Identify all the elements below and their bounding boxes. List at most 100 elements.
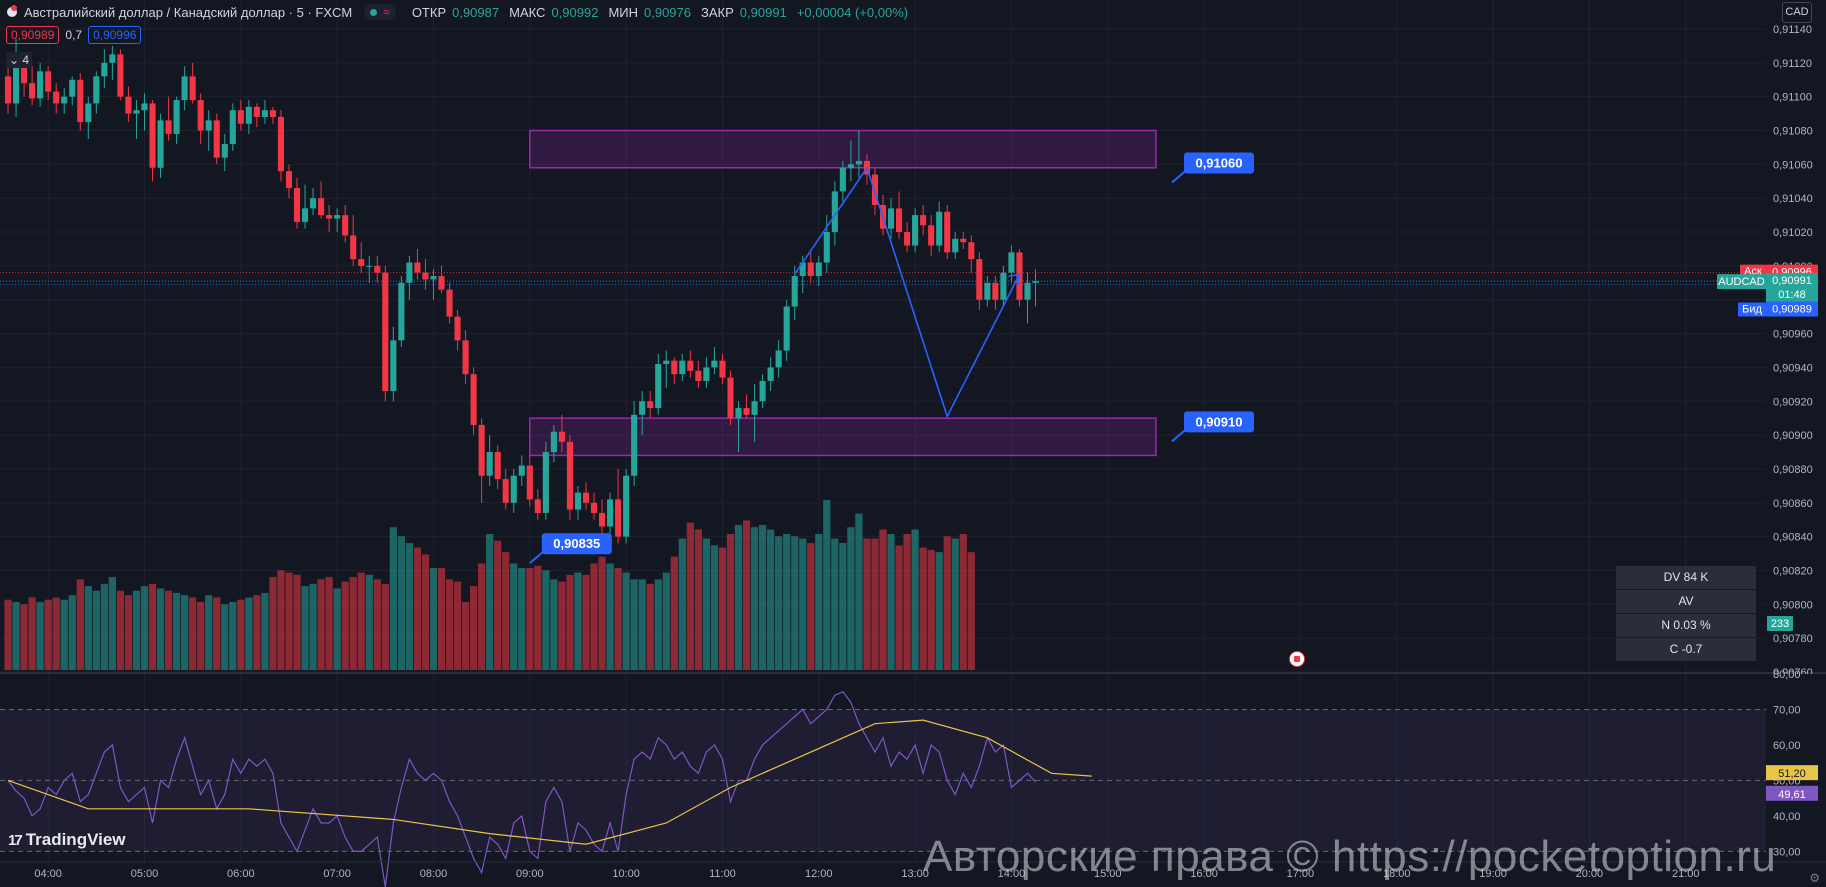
volume-bar	[213, 597, 221, 670]
candle-body	[775, 350, 782, 368]
candle-body	[13, 62, 20, 104]
candle-body	[920, 215, 927, 226]
currency-button[interactable]: CAD	[1782, 2, 1812, 23]
candle-body	[494, 452, 501, 480]
volume-bar	[783, 534, 791, 670]
candle-body	[430, 276, 437, 280]
candle-body	[558, 431, 565, 442]
symbol-label: AUDCAD	[1718, 276, 1765, 288]
candle-body	[165, 120, 172, 134]
candle-body	[133, 110, 140, 114]
time-tick-label: 19:00	[1479, 868, 1507, 880]
rsi-ma-tag: 51,20	[1778, 768, 1806, 780]
candle-body	[992, 282, 999, 300]
price-tick-label: 0,90900	[1773, 430, 1813, 442]
stat-c: C -0.7	[1616, 638, 1756, 661]
volume-bar	[333, 588, 341, 670]
callout-box	[1183, 152, 1254, 174]
watermark: Авторские права © https://pocketoption.r…	[923, 832, 1777, 881]
volume-bar	[775, 536, 783, 670]
price-tick-label: 0,90780	[1773, 633, 1813, 645]
time-tick-label: 12:00	[805, 868, 833, 880]
canada-flag-icon[interactable]	[1289, 651, 1305, 667]
candle-body	[896, 208, 903, 233]
candle-body	[101, 62, 108, 77]
callout-pointer	[529, 550, 545, 565]
candle-body	[318, 198, 325, 216]
bid-label: Бид	[1742, 304, 1762, 316]
candle-body	[85, 103, 92, 123]
buy-button[interactable]: 0,90996	[88, 26, 142, 44]
volume-bar	[124, 595, 133, 670]
candle-body	[590, 502, 598, 513]
last-price-bg	[1766, 273, 1818, 303]
volume-bar	[453, 581, 462, 670]
market-status[interactable]: ≈	[364, 4, 396, 20]
candle-body	[550, 431, 557, 453]
volume-bar	[863, 538, 871, 670]
volume-bar	[76, 579, 84, 670]
wave-icon: ≈	[383, 5, 390, 19]
candle-body	[807, 262, 814, 277]
price-tick-label: 0,91020	[1773, 227, 1813, 239]
time-tick-label: 20:00	[1576, 868, 1604, 880]
candle-body	[181, 76, 188, 101]
candle-body	[703, 367, 710, 381]
volume-bar	[887, 534, 895, 670]
volume-bar	[903, 534, 911, 670]
price-callout: 0,90835	[529, 533, 612, 565]
volume-bar	[285, 572, 293, 670]
settings-gear-icon[interactable]: ⚙	[1809, 871, 1820, 885]
volume-bar	[405, 543, 414, 670]
candle-body	[815, 262, 822, 277]
candle-body	[574, 492, 582, 510]
volume-bar	[670, 556, 678, 670]
close-value: 0,90991	[739, 4, 787, 20]
volume-bar	[662, 572, 670, 670]
volume-bar	[758, 524, 767, 670]
volume-bar	[156, 588, 165, 670]
last-price-value: 0,90991	[1772, 275, 1812, 287]
market-open-icon	[370, 8, 378, 16]
volume-bar	[927, 549, 935, 670]
stat-av: AV	[1616, 590, 1756, 613]
candle-body	[791, 276, 798, 307]
volume-bar	[726, 534, 735, 670]
volume-last-label: 233	[1771, 618, 1789, 630]
candle-body	[518, 465, 525, 476]
volume-bar	[373, 579, 381, 670]
symbol-title[interactable]: Австралийский доллар / Канадский доллар …	[24, 4, 353, 20]
candle-body	[414, 262, 421, 273]
volume-bar	[445, 579, 454, 670]
volume-bar	[341, 581, 349, 670]
candle-body	[952, 238, 959, 253]
price-tick-label: 0,90800	[1773, 599, 1813, 611]
volume-bar	[791, 536, 799, 670]
volume-bar	[172, 592, 181, 670]
candle-body	[984, 282, 991, 300]
low-value: 0,90976	[644, 4, 691, 20]
rsi-tick-label: 40,00	[1773, 811, 1801, 823]
indicators-toggle[interactable]: ⌄ 4	[6, 52, 33, 68]
time-tick-label: 15:00	[1094, 868, 1122, 880]
volume-bar	[566, 574, 574, 670]
volume-bar	[742, 520, 751, 670]
candle-body	[221, 144, 228, 158]
volume-bar	[92, 590, 100, 670]
volume-bar	[301, 586, 309, 670]
chevron-down-icon: ⌄	[9, 53, 20, 67]
volume-bar	[526, 568, 534, 670]
candle-body	[976, 259, 983, 300]
tradingview-logo[interactable]: 17 TradingView	[8, 830, 126, 850]
volume-bar	[518, 568, 526, 670]
support-zone	[529, 417, 1157, 457]
candle-body	[157, 120, 164, 168]
volume-bar	[108, 577, 116, 670]
price-tick-label: 0,91100	[1773, 92, 1812, 104]
candle-body	[486, 452, 493, 476]
candle-body	[462, 340, 469, 375]
sell-button[interactable]: 0,90989	[6, 26, 60, 44]
time-tick-label: 14:00	[998, 868, 1026, 880]
candle-body	[687, 360, 694, 371]
